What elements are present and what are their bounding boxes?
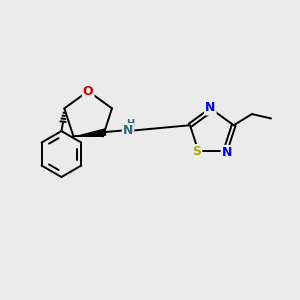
Text: S: S [192,145,201,158]
Text: H: H [126,119,134,129]
Polygon shape [74,128,106,136]
Text: N: N [205,101,215,114]
Text: O: O [83,85,94,98]
Text: N: N [123,124,133,137]
Text: N: N [222,146,232,159]
